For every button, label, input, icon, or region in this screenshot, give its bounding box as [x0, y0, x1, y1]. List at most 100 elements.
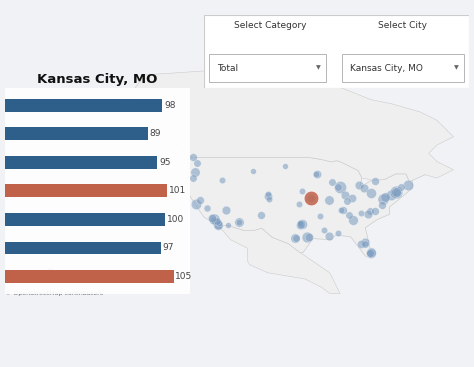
Point	[312, 171, 320, 177]
Point	[380, 196, 387, 202]
Point	[210, 217, 217, 223]
Text: 89: 89	[149, 129, 161, 138]
FancyBboxPatch shape	[342, 54, 464, 82]
Point	[298, 221, 305, 227]
Point	[192, 201, 200, 207]
Point	[307, 195, 315, 201]
Point	[296, 222, 303, 228]
Point	[366, 208, 374, 214]
Bar	[5, 241, 161, 254]
Point	[79, 104, 87, 110]
Point	[392, 189, 400, 195]
Point	[193, 160, 201, 166]
Text: Select Category: Select Category	[234, 21, 306, 30]
Text: Select City: Select City	[378, 21, 428, 30]
Point	[249, 168, 257, 174]
Point	[213, 218, 221, 224]
Point	[222, 207, 230, 213]
Point	[190, 175, 197, 181]
Text: © OpenStreetMap contributors: © OpenStreetMap contributors	[5, 291, 103, 296]
FancyBboxPatch shape	[204, 15, 469, 88]
Point	[328, 179, 336, 185]
Point	[349, 218, 356, 224]
Text: 95: 95	[159, 158, 171, 167]
Text: Kansas City, MO: Kansas City, MO	[350, 64, 423, 73]
Point	[264, 192, 272, 197]
Point	[214, 222, 221, 228]
Point	[203, 205, 211, 211]
Point	[211, 218, 219, 224]
Point	[264, 193, 272, 199]
Point	[361, 241, 369, 247]
Point	[387, 192, 394, 198]
Point	[235, 219, 242, 225]
Point	[397, 184, 405, 190]
Point	[361, 239, 369, 245]
Point	[348, 195, 356, 201]
Point	[297, 219, 304, 225]
Point	[334, 184, 342, 190]
Point	[326, 233, 333, 239]
Point	[378, 202, 385, 208]
Point	[236, 219, 243, 225]
Point	[304, 234, 311, 240]
Point	[307, 195, 315, 201]
Point	[317, 213, 324, 219]
Point	[337, 207, 345, 213]
Text: 100: 100	[167, 215, 184, 224]
Point	[305, 233, 313, 239]
FancyBboxPatch shape	[209, 54, 326, 82]
Point	[336, 184, 344, 190]
Point	[334, 230, 341, 236]
Point	[357, 210, 365, 215]
Text: 97: 97	[162, 243, 174, 252]
Point	[320, 228, 328, 233]
Point	[381, 195, 389, 200]
Point	[392, 189, 400, 195]
Point	[346, 212, 353, 218]
Point	[371, 178, 379, 184]
Point	[265, 196, 273, 202]
Point	[295, 201, 303, 207]
Point	[342, 192, 349, 198]
Point	[257, 212, 264, 218]
Point	[298, 188, 306, 194]
Point	[357, 241, 365, 247]
Bar	[5, 127, 148, 140]
Text: Total: Total	[217, 64, 238, 73]
Point	[364, 211, 372, 217]
Polygon shape	[119, 71, 454, 182]
Point	[367, 190, 375, 196]
Point	[367, 249, 374, 255]
Point	[360, 185, 368, 191]
Polygon shape	[187, 157, 425, 258]
Polygon shape	[218, 225, 340, 293]
Point	[224, 222, 232, 228]
Point	[218, 177, 226, 182]
Point	[215, 221, 223, 226]
Point	[339, 207, 346, 213]
Point	[367, 250, 375, 256]
Point	[298, 221, 306, 227]
Text: 101: 101	[169, 186, 186, 195]
Point	[191, 169, 199, 175]
Point	[355, 182, 363, 188]
Point	[214, 222, 222, 228]
Point	[313, 171, 321, 177]
Point	[210, 216, 217, 222]
Point	[291, 235, 299, 241]
Text: ▼: ▼	[454, 66, 459, 71]
Text: ▼: ▼	[316, 66, 320, 71]
Point	[196, 197, 204, 203]
Bar	[5, 99, 162, 112]
Point	[366, 250, 374, 256]
Point	[46, 269, 54, 275]
Point	[404, 182, 411, 188]
Text: 98: 98	[164, 101, 175, 110]
Bar	[5, 156, 157, 169]
Point	[190, 154, 197, 160]
Point	[209, 215, 216, 221]
Point	[282, 163, 289, 169]
Point	[325, 197, 333, 203]
Point	[292, 235, 300, 241]
